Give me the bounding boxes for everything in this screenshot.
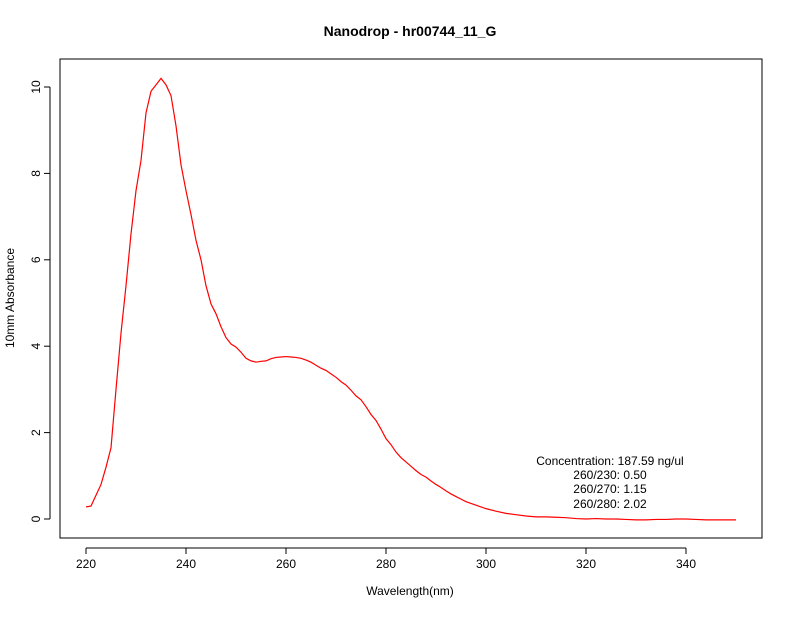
x-tick-label: 320 [576, 557, 596, 571]
plot-frame [59, 58, 763, 539]
x-axis: 220 240 260 280 300 320 340 [76, 547, 696, 571]
chart-title: Nanodrop - hr00744_11_G [324, 23, 497, 39]
x-tick-label: 340 [676, 557, 696, 571]
y-tick-label: 6 [29, 256, 43, 263]
ratio-260-280-label: 260/280: 2.02 [573, 497, 647, 511]
x-tick-label: 240 [176, 557, 196, 571]
y-tick-label: 10 [29, 80, 43, 94]
x-tick-label: 300 [476, 557, 496, 571]
stats-annotation: Concentration: 187.59 ng/ul 260/230: 0.5… [536, 454, 683, 511]
y-tick-label: 0 [29, 515, 43, 522]
y-tick-label: 4 [29, 343, 43, 350]
ratio-260-230-label: 260/230: 0.50 [573, 468, 647, 482]
y-axis: 0 2 4 6 8 10 [29, 80, 51, 522]
y-axis-label: 10mm Absorbance [3, 248, 17, 348]
y-tick-label: 8 [29, 170, 43, 177]
ratio-260-270-label: 260/270: 1.15 [573, 482, 647, 496]
x-tick-label: 280 [376, 557, 396, 571]
y-tick-label: 2 [29, 429, 43, 436]
absorbance-series-line [85, 77, 736, 521]
concentration-label: Concentration: 187.59 ng/ul [536, 454, 683, 468]
x-tick-label: 260 [276, 557, 296, 571]
x-tick-label: 220 [76, 557, 96, 571]
x-axis-label: Wavelength(nm) [366, 584, 454, 598]
